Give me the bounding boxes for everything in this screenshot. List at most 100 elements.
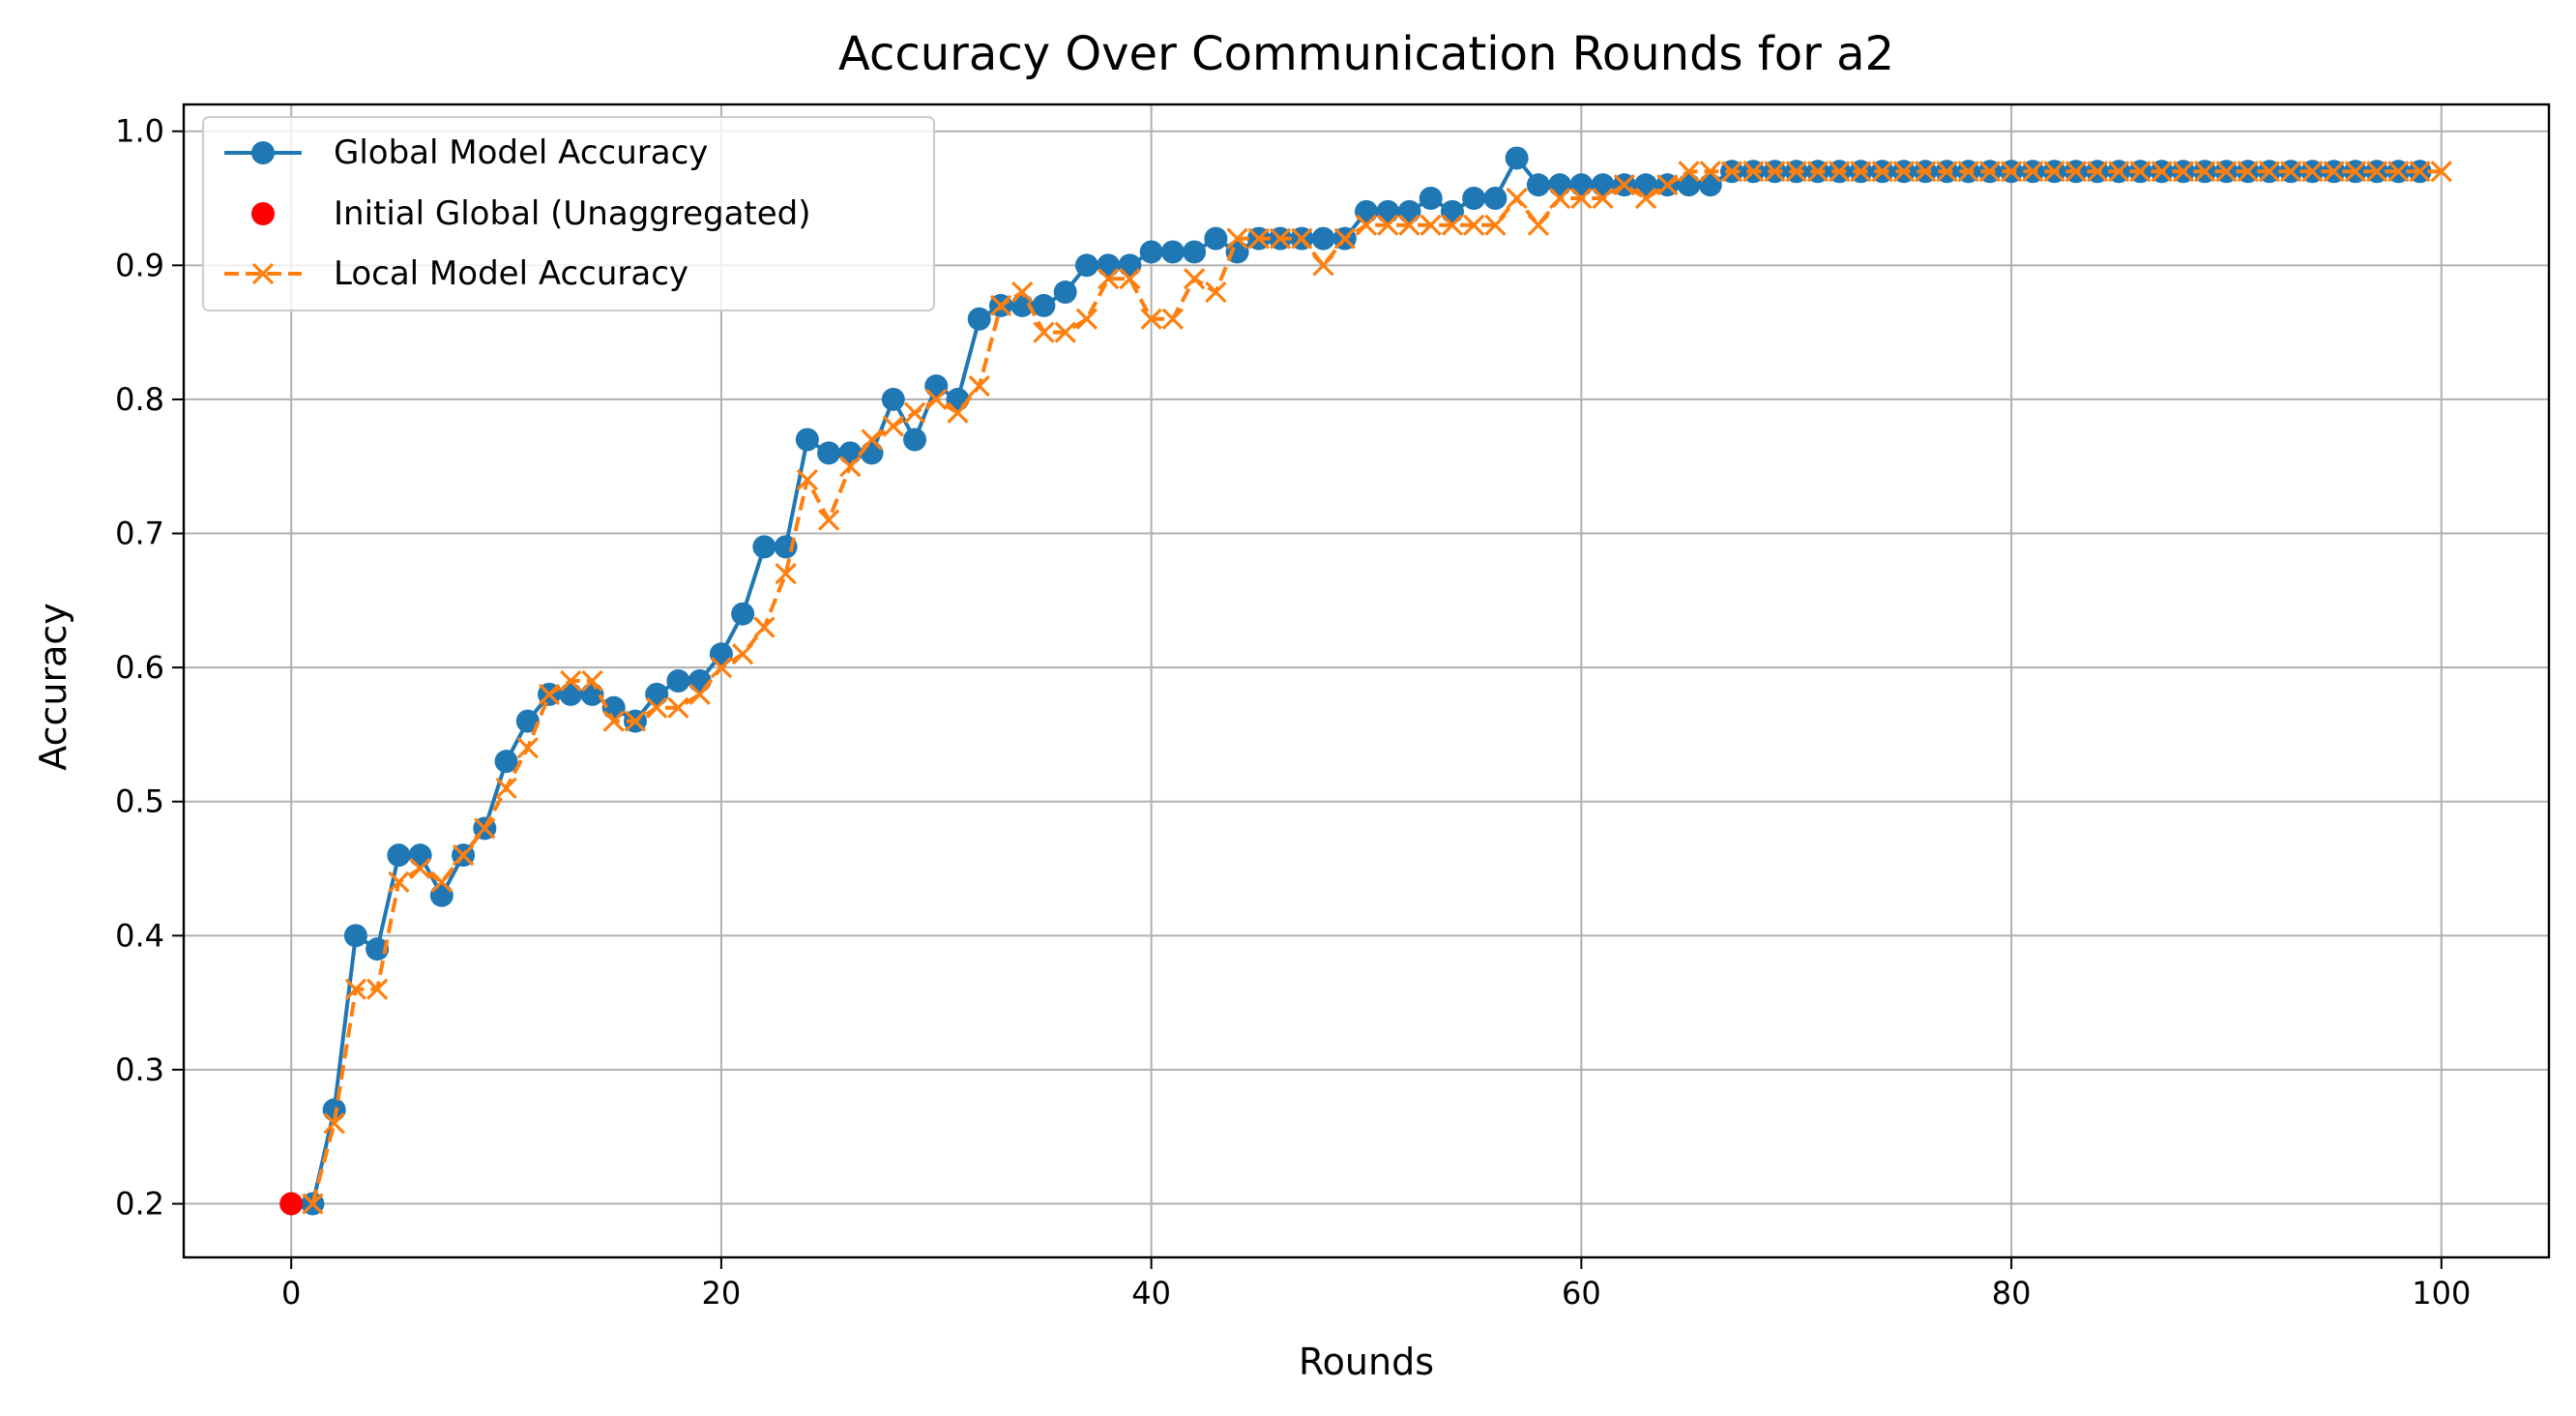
local-accuracy-point — [1441, 214, 1464, 236]
global-accuracy-point — [1053, 280, 1077, 305]
local-accuracy-point — [882, 415, 904, 437]
local-accuracy-point — [409, 857, 431, 880]
local-accuracy-point — [1806, 161, 1830, 183]
y-axis-label: Accuracy — [32, 603, 74, 771]
global-accuracy-point — [1698, 173, 1722, 197]
local-accuracy-point — [2172, 161, 2195, 183]
local-accuracy-point — [925, 388, 948, 411]
local-accuracy-point — [538, 683, 561, 705]
x-axis-label: Rounds — [1299, 1341, 1434, 1383]
local-accuracy-point — [1098, 268, 1120, 290]
x-tick-label: 0 — [281, 1275, 301, 1312]
local-accuracy-point — [602, 710, 625, 732]
y-tick-label: 0.6 — [115, 649, 164, 686]
local-accuracy-point — [430, 870, 453, 894]
local-accuracy-point — [1785, 161, 1807, 183]
global-accuracy-point — [580, 682, 604, 706]
global-accuracy-point — [559, 682, 583, 706]
local-accuracy-point — [2237, 161, 2259, 183]
global-accuracy-point — [1139, 240, 1163, 264]
global-accuracy-point — [343, 924, 367, 948]
local-accuracy-point — [903, 401, 926, 424]
global-accuracy-point — [494, 750, 518, 774]
global-accuracy-point — [1505, 146, 1529, 170]
local-accuracy-point — [1377, 214, 1399, 236]
legend-label-initial: Initial Global (Unaggregated) — [334, 194, 811, 233]
series-layer — [279, 146, 2452, 1216]
local-accuracy-point — [1205, 280, 1227, 304]
local-accuracy-point — [667, 696, 689, 719]
global-accuracy-point — [1097, 253, 1121, 278]
global-accuracy-point — [1397, 199, 1421, 223]
local-accuracy-point — [1463, 214, 1485, 236]
local-accuracy-point — [560, 669, 582, 693]
local-accuracy-point — [474, 817, 496, 840]
x-tick-label: 40 — [1131, 1275, 1171, 1312]
global-accuracy-point — [1311, 226, 1335, 251]
local-accuracy-point — [1720, 161, 1743, 183]
local-accuracy-point — [1592, 187, 1614, 210]
legend-label-global: Global Model Accuracy — [334, 133, 708, 172]
local-accuracy-point — [968, 374, 990, 398]
local-accuracy-point — [710, 657, 733, 679]
initial-global-point — [279, 1192, 304, 1216]
global-accuracy-point — [795, 428, 819, 452]
global-accuracy-point — [817, 441, 841, 465]
global-accuracy-point — [429, 883, 454, 907]
local-accuracy-point — [2258, 161, 2281, 183]
local-accuracy-point — [1892, 161, 1916, 183]
local-accuracy-point — [1011, 280, 1034, 304]
y-tick-label: 0.8 — [115, 381, 164, 418]
global-accuracy-point — [1526, 173, 1550, 197]
global-accuracy-point — [408, 843, 432, 868]
local-accuracy-point — [2022, 161, 2044, 183]
global-accuracy-point — [967, 307, 991, 331]
global-accuracy-point — [838, 441, 863, 465]
global-accuracy-point — [1591, 173, 1615, 197]
local-accuracy-point — [947, 401, 969, 424]
local-accuracy-point — [2215, 161, 2238, 183]
local-accuracy-point — [581, 669, 603, 693]
y-tick-label: 1.0 — [115, 113, 164, 150]
legend-local-cross — [251, 262, 275, 285]
legend-label-local: Local Model Accuracy — [334, 254, 688, 293]
global-accuracy-point — [1483, 187, 1508, 211]
global-accuracy-point — [1160, 240, 1185, 264]
local-accuracy-point — [839, 456, 862, 478]
global-accuracy-point — [1118, 253, 1142, 278]
local-accuracy-point — [1978, 161, 2001, 183]
y-tick-label: 0.3 — [115, 1051, 164, 1088]
local-accuracy-line — [310, 169, 2442, 1205]
local-accuracy-point — [1915, 161, 1937, 183]
local-accuracy-point — [2344, 161, 2367, 183]
global-accuracy-point — [860, 441, 884, 465]
local-accuracy-point — [2086, 161, 2109, 183]
global-accuracy-point — [709, 642, 733, 666]
tick-layer: 0 20 40 60 80 100 0.2 0.3 0.4 0.5 0.6 0.7 0.8 0.9 1.0 — [115, 113, 2471, 1312]
global-accuracy-point — [366, 937, 390, 961]
global-accuracy-point — [1419, 187, 1443, 211]
local-accuracy-point — [1678, 161, 1700, 183]
local-accuracy-point — [302, 1193, 324, 1215]
local-accuracy-point — [1312, 254, 1334, 277]
local-accuracy-point — [1850, 161, 1872, 183]
local-accuracy-point — [1764, 161, 1786, 183]
global-accuracy-point — [666, 669, 690, 693]
local-accuracy-point — [2129, 161, 2152, 183]
legend-local-marker — [224, 262, 302, 285]
global-accuracy-point — [1183, 240, 1207, 264]
local-accuracy-point — [2064, 161, 2087, 183]
local-accuracy-point — [1140, 308, 1162, 330]
local-accuracy-point — [817, 509, 840, 531]
global-accuracy-point — [1032, 293, 1056, 317]
local-accuracy-point — [2194, 161, 2216, 183]
local-accuracy-point — [388, 870, 410, 894]
local-accuracy-point — [323, 1112, 345, 1135]
local-accuracy-point — [1075, 308, 1098, 330]
local-accuracy-point — [2430, 161, 2452, 183]
local-accuracy-point — [2151, 161, 2173, 183]
global-accuracy-point — [1376, 199, 1400, 223]
local-accuracy-point — [2387, 161, 2410, 183]
global-accuracy-point — [1074, 253, 1098, 278]
local-accuracy-point — [452, 844, 475, 867]
